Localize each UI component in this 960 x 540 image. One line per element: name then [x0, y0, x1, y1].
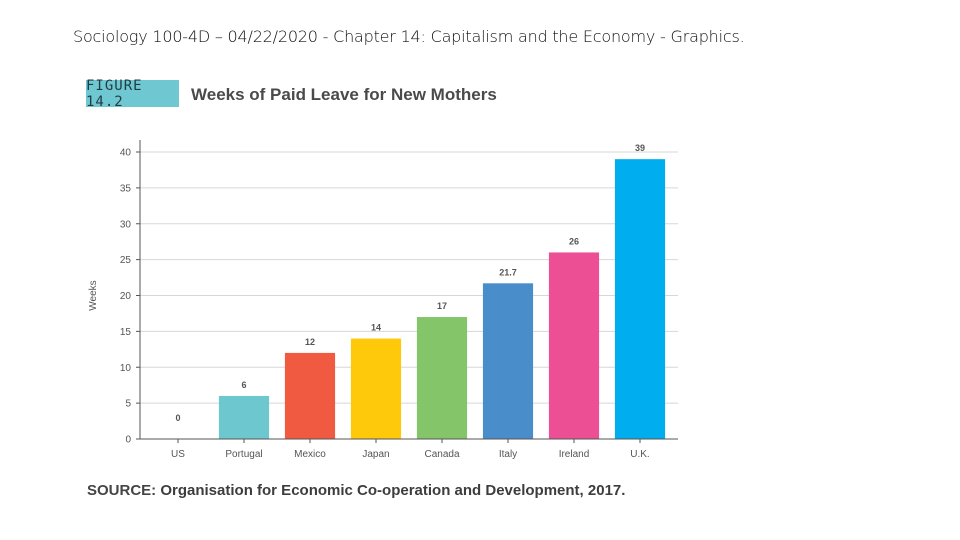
bar-italy: [482, 283, 534, 439]
y-tick-label: 15: [120, 327, 132, 338]
x-tick-label: U.K.: [630, 449, 649, 460]
x-tick-labels: US Portugal Mexico Japan Canada Italy Ireland U…: [171, 439, 650, 460]
source-label: SOURCE:: [87, 482, 157, 499]
value-label: 14: [371, 323, 381, 333]
source-text: Organisation for Economic Co-operation a…: [160, 482, 626, 499]
bar-portugal: [218, 395, 270, 439]
y-tick-label: 25: [120, 255, 132, 266]
bar-japan: [350, 338, 402, 439]
bar-mexico: [284, 352, 336, 439]
bar-ireland: [548, 252, 600, 439]
x-tick-label: Japan: [362, 449, 389, 460]
bar-uk: [614, 159, 666, 440]
x-tick-label: Ireland: [559, 449, 590, 460]
y-tick-label: 5: [125, 399, 131, 410]
x-tick-label: Portugal: [225, 449, 262, 460]
bars: [218, 159, 666, 440]
chart-title: Weeks of Paid Leave for New Mothers: [191, 85, 497, 104]
x-tick-label: Italy: [499, 449, 517, 460]
y-axis-label: Weeks: [88, 280, 99, 310]
figure-number-tag: FIGURE 14.2: [86, 78, 179, 110]
x-tick-label: Canada: [424, 449, 459, 460]
source-citation: SOURCE: Organisation for Economic Co-ope…: [87, 482, 625, 499]
y-tick-label: 0: [125, 435, 131, 446]
value-label: 17: [437, 301, 447, 311]
value-labels: 0 6 12 14 17 21.7 26 39: [175, 143, 645, 423]
y-tick-label: 40: [120, 148, 132, 159]
value-label: 6: [241, 380, 246, 390]
y-tick-label: 10: [120, 363, 132, 374]
x-tick-label: Mexico: [294, 449, 326, 460]
slide-title: Sociology 100-4D – 04/22/2020 - Chapter …: [73, 27, 745, 46]
value-label: 39: [635, 143, 645, 153]
value-label: 21.7: [499, 267, 517, 277]
value-label: 12: [305, 337, 315, 347]
y-tick-label: 30: [120, 219, 132, 230]
value-label: 26: [569, 236, 579, 246]
y-tick-label: 35: [120, 183, 132, 194]
y-tick-labels: 0 5 10 15 20 25 30 35 40: [120, 148, 140, 446]
value-label: 0: [175, 413, 180, 423]
bar-canada: [416, 317, 468, 439]
x-tick-label: US: [171, 449, 185, 460]
y-tick-label: 20: [120, 291, 132, 302]
